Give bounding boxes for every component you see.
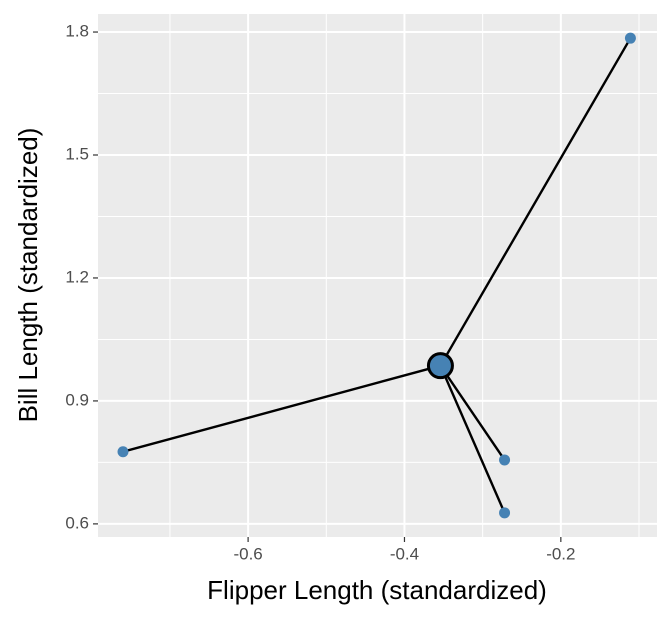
x-axis-title: Flipper Length (standardized) [207, 575, 547, 605]
point [117, 446, 129, 458]
centroid [426, 352, 454, 380]
marks [117, 32, 636, 519]
x-tick-label: -0.2 [546, 544, 575, 563]
panel [98, 14, 657, 537]
point [624, 32, 636, 44]
y-tick-label: 1.8 [65, 22, 89, 41]
point [499, 507, 511, 519]
segment [439, 365, 506, 514]
x-tick-label: -0.4 [390, 544, 419, 563]
grid [98, 14, 657, 537]
y-axis-title: Bill Length (standardized) [13, 128, 43, 423]
y-tick-label: 0.6 [65, 513, 89, 532]
segment [439, 37, 632, 367]
segment [439, 364, 506, 461]
y-tick-label: 0.9 [65, 390, 89, 409]
y-tick-label: 1.2 [65, 267, 89, 286]
y-tick-label: 1.5 [65, 144, 89, 163]
point [499, 454, 511, 466]
segment [122, 364, 441, 453]
x-tick-label: -0.6 [233, 544, 262, 563]
